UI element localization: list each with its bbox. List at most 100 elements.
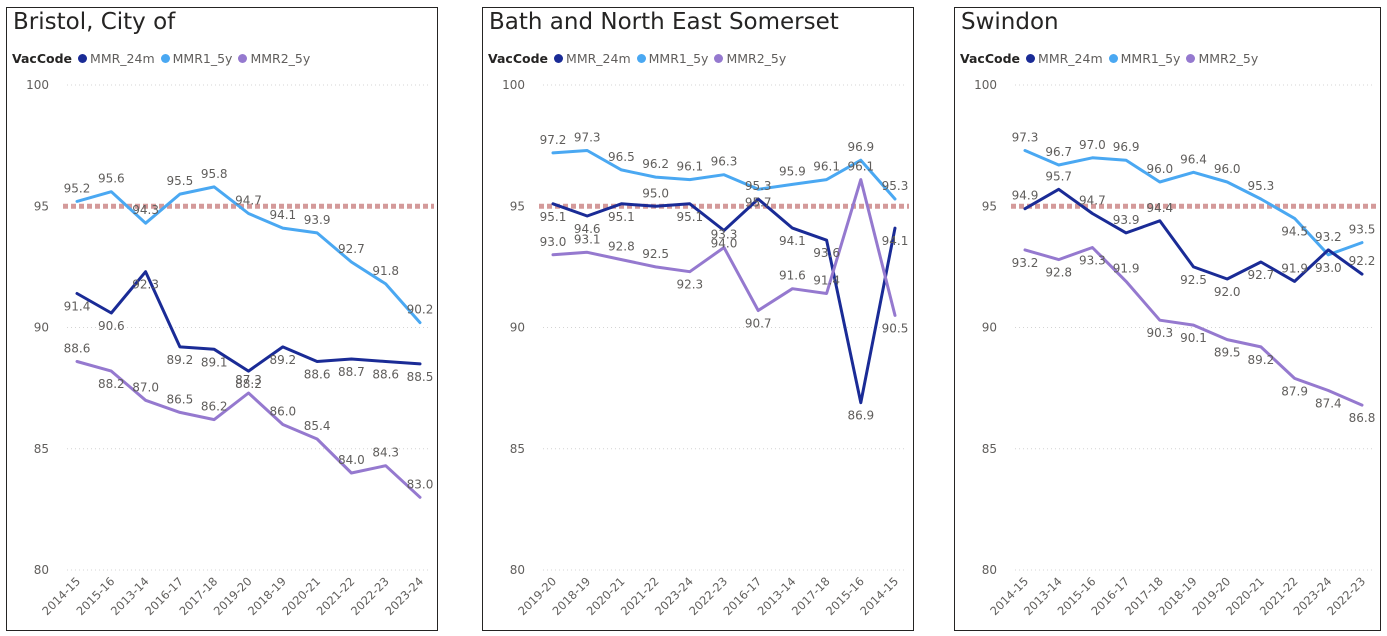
legend-item-mmr-24m[interactable]: MMR_24m xyxy=(1026,51,1103,66)
data-label: 84.3 xyxy=(372,446,399,460)
data-label: 96.5 xyxy=(608,150,635,164)
legend-label: MMR2_5y xyxy=(1198,51,1259,66)
legend-label: MMR2_5y xyxy=(250,51,311,66)
data-label: 94.5 xyxy=(1281,224,1308,238)
chart-title: Swindon xyxy=(961,9,1059,35)
data-label: 95.5 xyxy=(167,174,194,188)
line-chart: 808590951002014-152013-142015-162016-172… xyxy=(974,78,1376,618)
data-label: 96.7 xyxy=(1045,145,1072,159)
line-chart: 808590951002019-202018-192020-212021-222… xyxy=(502,78,909,618)
legend-item-mmr2-5y[interactable]: MMR2_5y xyxy=(1186,51,1258,66)
legend-label: MMR1_5y xyxy=(172,51,233,66)
legend-swatch xyxy=(78,54,88,63)
data-label: 93.3 xyxy=(711,227,738,241)
series-line-mmr-24m xyxy=(1023,187,1364,283)
data-label: 93.2 xyxy=(1315,230,1342,244)
y-tick-label: 95 xyxy=(34,199,49,213)
chart-panel-swindon: Swindon VacCode MMR_24m MMR1_5y MMR2_5y … xyxy=(954,7,1381,631)
data-label: 95.9 xyxy=(779,164,806,178)
series-line-mmr2-5y xyxy=(551,178,897,317)
legend-label: MMR_24m xyxy=(90,51,155,66)
data-label: 95.3 xyxy=(1248,179,1275,193)
y-tick-label: 80 xyxy=(510,563,525,577)
data-label: 87.4 xyxy=(1315,397,1342,411)
chart-legend: VacCode MMR_24m MMR1_5y MMR2_5y xyxy=(488,51,792,66)
data-label: 96.2 xyxy=(642,157,669,171)
data-label: 96.0 xyxy=(1214,162,1241,176)
legend-label: MMR2_5y xyxy=(726,51,787,66)
data-label: 96.9 xyxy=(1113,140,1140,154)
series-line-mmr1-5y xyxy=(75,185,422,325)
data-label: 95.3 xyxy=(745,179,772,193)
data-label: 93.0 xyxy=(540,235,567,249)
y-tick-label: 85 xyxy=(982,442,997,456)
legend-item-mmr-24m[interactable]: MMR_24m xyxy=(78,51,155,66)
chart-panel-bath: Bath and North East Somerset VacCode MMR… xyxy=(482,7,914,631)
data-label: 83.0 xyxy=(407,477,434,491)
data-label: 94.0 xyxy=(711,237,738,251)
data-label: 94.1 xyxy=(882,234,909,248)
legend-item-mmr-24m[interactable]: MMR_24m xyxy=(554,51,631,66)
data-label: 95.7 xyxy=(745,195,772,209)
data-label: 87.9 xyxy=(1281,384,1308,398)
data-label: 95.2 xyxy=(64,181,91,195)
data-label: 91.4 xyxy=(64,300,91,314)
legend-item-mmr1-5y[interactable]: MMR1_5y xyxy=(160,51,233,66)
data-label: 90.3 xyxy=(1146,326,1173,340)
data-label: 94.6 xyxy=(574,222,601,236)
legend-item-mmr1-5y[interactable]: MMR1_5y xyxy=(636,51,708,66)
line-chart: 808590951002014-152015-162013-142016-172… xyxy=(26,78,434,618)
legend-item-mmr2-5y[interactable]: MMR2_5y xyxy=(238,51,310,66)
y-tick-label: 90 xyxy=(510,321,525,335)
data-label: 89.1 xyxy=(201,355,228,369)
data-label: 95.1 xyxy=(540,210,567,224)
y-tick-label: 90 xyxy=(34,321,49,335)
chart-title: Bristol, City of xyxy=(13,9,176,35)
data-label: 92.7 xyxy=(1248,268,1275,282)
data-label: 96.3 xyxy=(711,155,738,169)
data-label: 86.0 xyxy=(269,405,296,419)
legend-swatch xyxy=(238,54,248,63)
legend-title: VacCode xyxy=(960,51,1021,66)
data-label: 90.5 xyxy=(882,321,909,335)
chart-legend: VacCode MMR_24m MMR1_5y MMR2_5y xyxy=(12,51,316,66)
y-tick-label: 95 xyxy=(982,199,997,213)
data-label: 93.1 xyxy=(574,232,601,246)
data-label: 88.2 xyxy=(235,377,262,391)
data-label: 96.0 xyxy=(1146,162,1173,176)
data-label: 91.9 xyxy=(1281,261,1308,275)
data-label: 87.0 xyxy=(132,380,159,394)
data-label: 90.1 xyxy=(1180,331,1207,345)
y-tick-label: 100 xyxy=(26,78,49,92)
data-label: 92.0 xyxy=(1214,285,1241,299)
data-label: 93.5 xyxy=(1349,223,1376,237)
x-tick-label: 2023-24 xyxy=(382,574,426,618)
data-label: 95.1 xyxy=(608,210,635,224)
y-tick-label: 100 xyxy=(974,78,997,92)
legend-swatch xyxy=(636,54,646,63)
legend-title: VacCode xyxy=(12,51,73,66)
data-label: 87.3 xyxy=(235,373,262,387)
legend-label: MMR_24m xyxy=(566,51,631,66)
data-label: 89.5 xyxy=(1214,346,1241,360)
y-tick-label: 95 xyxy=(510,199,525,213)
data-label: 94.7 xyxy=(235,194,262,208)
data-label: 95.0 xyxy=(642,186,669,200)
legend-swatch xyxy=(714,54,724,63)
data-label: 94.4 xyxy=(1146,201,1173,215)
data-label: 97.3 xyxy=(574,130,601,144)
data-label: 96.4 xyxy=(1180,152,1207,166)
data-label: 95.7 xyxy=(1045,169,1072,183)
data-label: 92.7 xyxy=(338,242,365,256)
data-label: 96.1 xyxy=(847,160,874,174)
data-label: 96.1 xyxy=(676,160,703,174)
data-label: 97.0 xyxy=(1079,138,1106,152)
y-tick-label: 80 xyxy=(34,563,49,577)
legend-item-mmr1-5y[interactable]: MMR1_5y xyxy=(1108,51,1181,66)
data-label: 93.9 xyxy=(1113,213,1140,227)
legend-label: MMR1_5y xyxy=(1120,51,1181,66)
series-line-mmr-24m xyxy=(75,270,422,373)
data-label: 85.4 xyxy=(304,419,331,433)
data-label: 88.6 xyxy=(64,341,91,355)
legend-item-mmr2-5y[interactable]: MMR2_5y xyxy=(714,51,786,66)
